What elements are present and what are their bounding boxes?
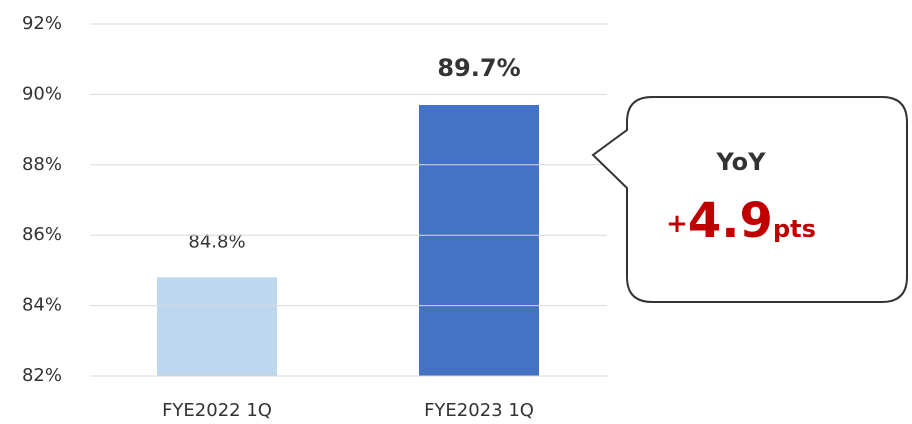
y-tick-label: 84% (22, 295, 62, 316)
callout-unit: pts (773, 215, 816, 243)
x-tick-label: FYE2022 1Q (162, 400, 272, 421)
callout-title: YoY (715, 148, 766, 176)
value-label: 89.7% (437, 54, 520, 82)
value-label: 84.8% (188, 231, 245, 252)
callout-number: 4.9 (688, 193, 773, 249)
y-tick-label: 90% (22, 83, 62, 104)
y-tick-label: 88% (22, 154, 62, 175)
callout-sign: + (666, 209, 688, 239)
callout-value: +4.9pts (666, 193, 816, 249)
callout (591, 96, 908, 303)
y-tick-label: 82% (22, 365, 62, 386)
bar (157, 277, 277, 376)
x-tick-label: FYE2023 1Q (424, 400, 534, 421)
y-tick-label: 92% (22, 13, 62, 34)
bar (419, 104, 539, 377)
y-tick-label: 86% (22, 224, 62, 245)
